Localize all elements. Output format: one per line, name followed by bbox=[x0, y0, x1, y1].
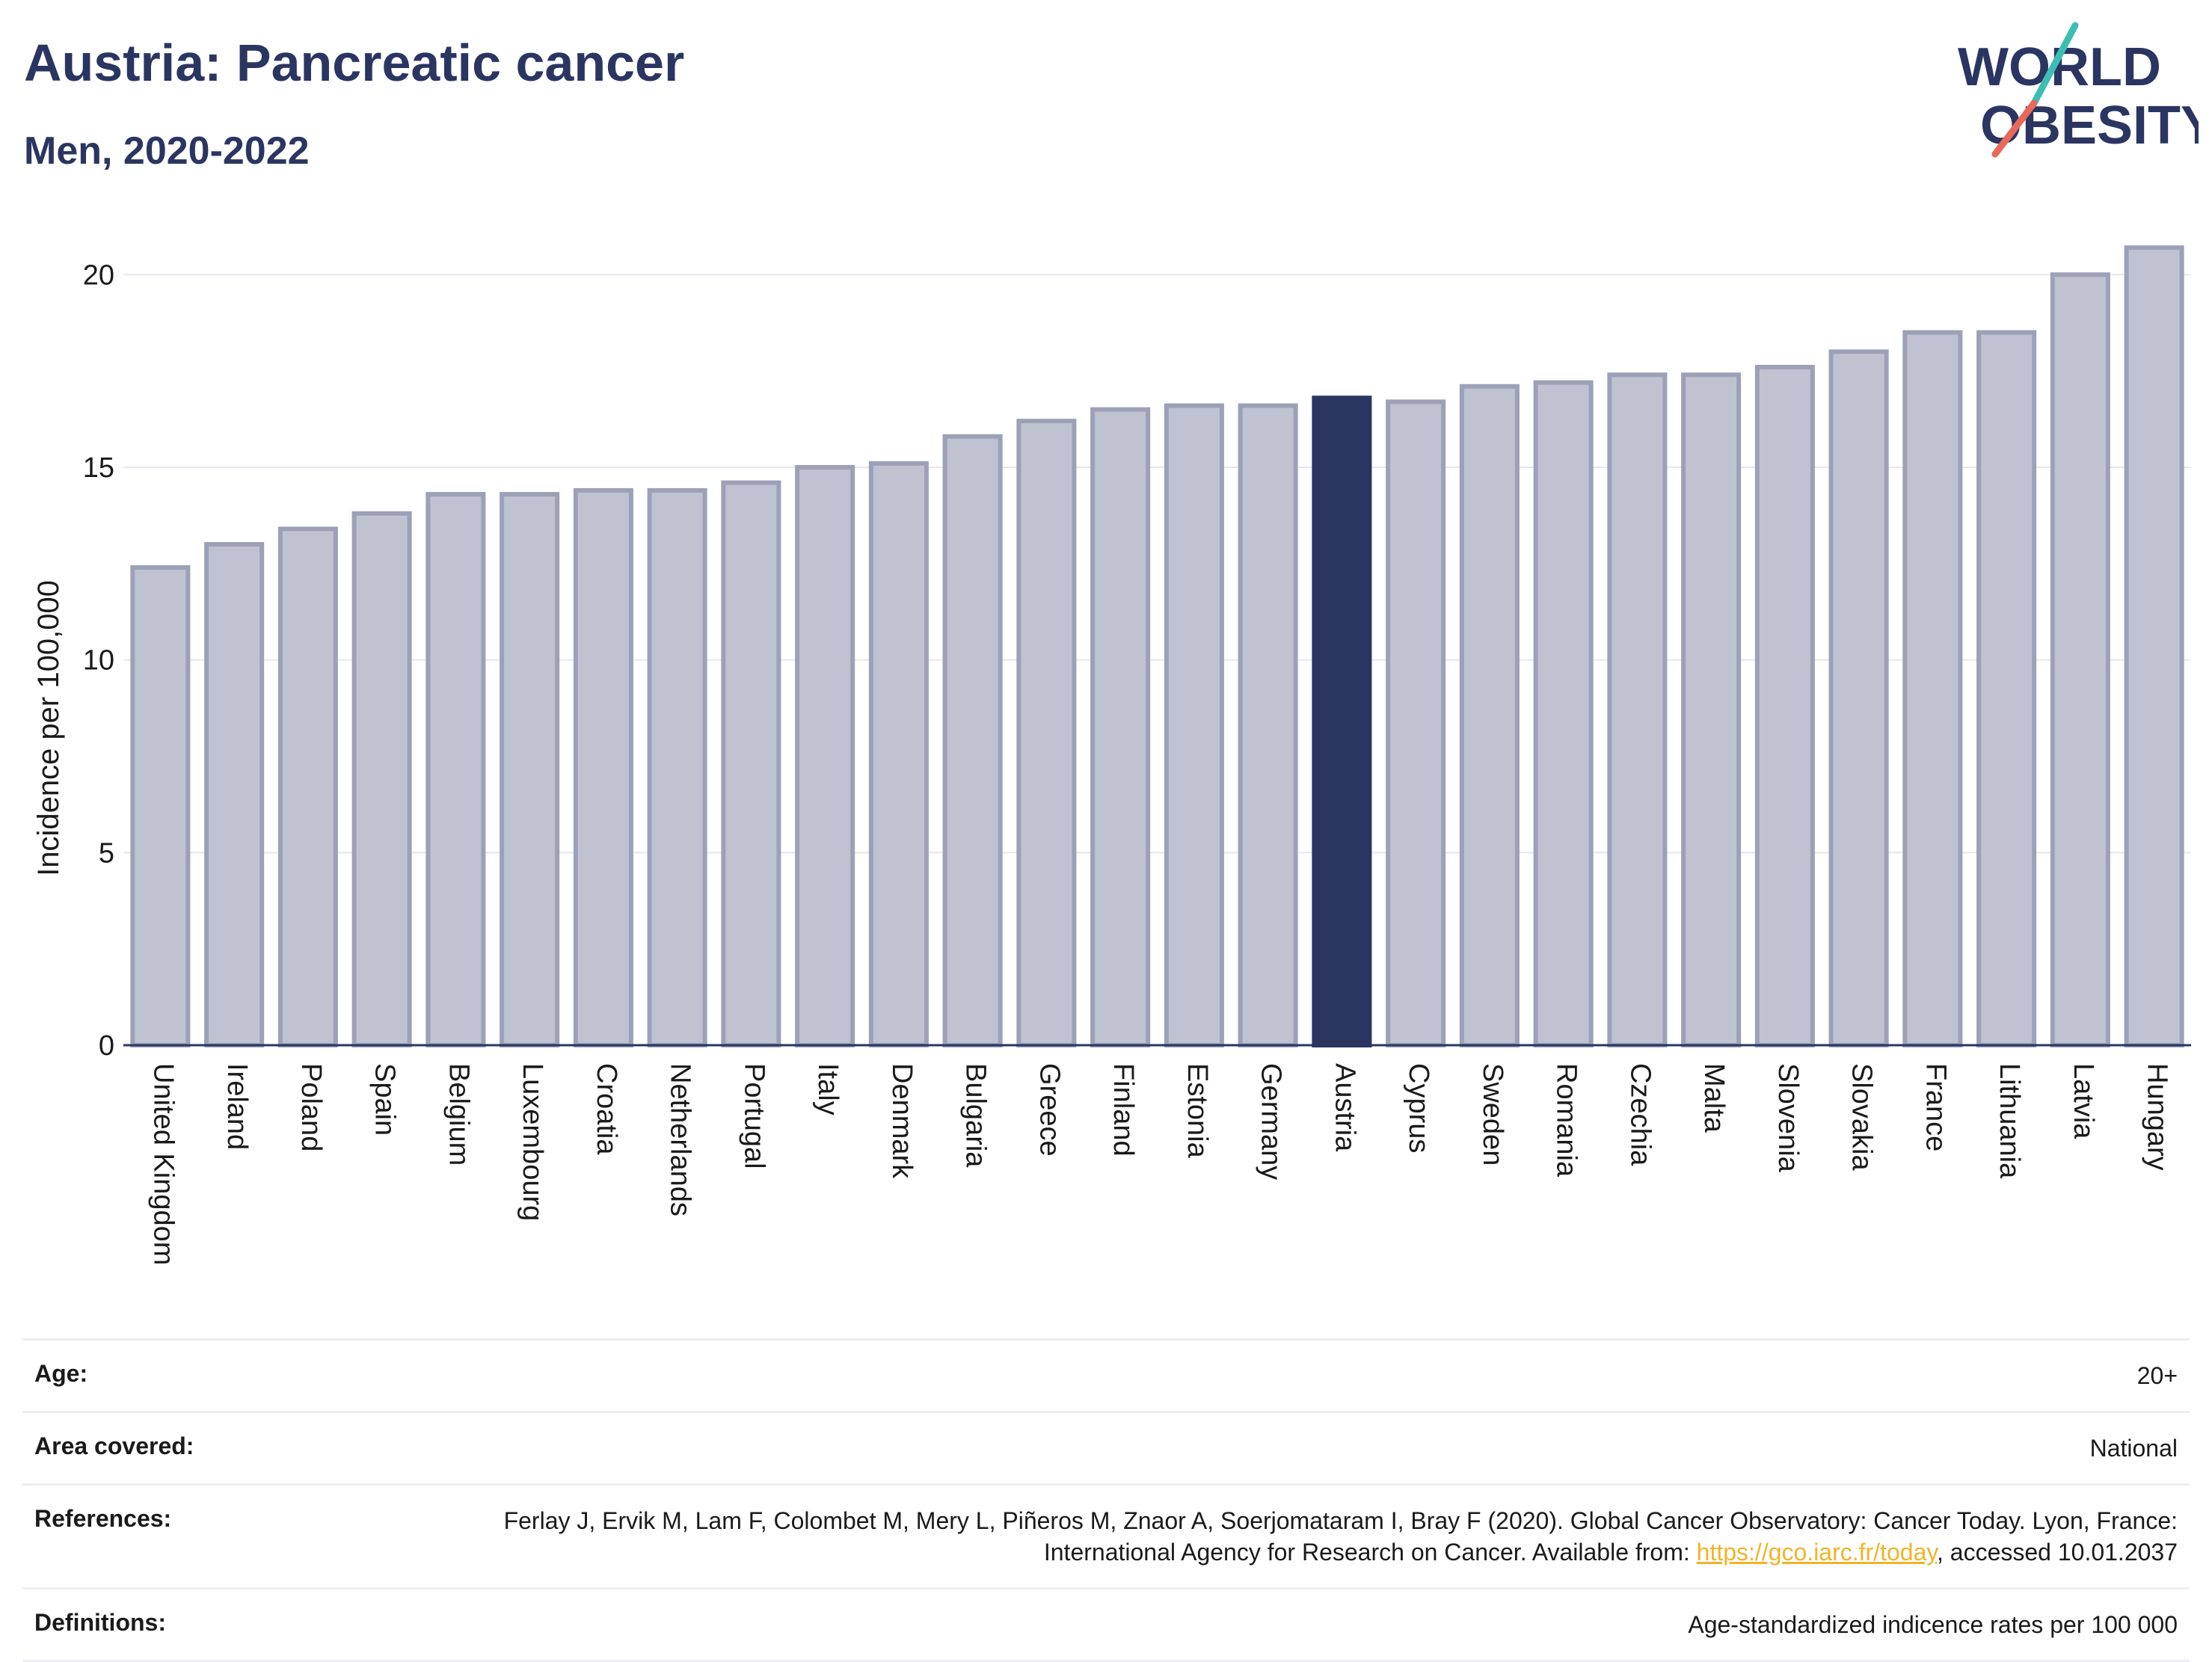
x-tick-label: Romania bbox=[1551, 1063, 1582, 1178]
x-tick-label: Slovenia bbox=[1772, 1063, 1804, 1173]
bar-denmark bbox=[868, 461, 929, 1047]
bar-slovenia bbox=[1754, 364, 1815, 1048]
area-label: Area covered: bbox=[34, 1432, 194, 1459]
y-tick-label: 5 bbox=[99, 837, 114, 869]
bar-italy bbox=[795, 464, 855, 1047]
x-tick-label: Finland bbox=[1107, 1063, 1139, 1157]
bar-france bbox=[1902, 330, 1963, 1047]
x-tick-label: Malta bbox=[1698, 1063, 1730, 1133]
bar-spain bbox=[351, 511, 412, 1047]
x-tick-label: Bulgaria bbox=[960, 1063, 992, 1168]
x-tick-label: Lithuania bbox=[1994, 1063, 2025, 1179]
x-tick-label: Luxembourg bbox=[517, 1063, 548, 1221]
metadata-table: Age: 20+ Area covered: National Referenc… bbox=[22, 1338, 2190, 1662]
x-tick-label: Spain bbox=[369, 1063, 401, 1136]
bar-malta bbox=[1681, 372, 1742, 1047]
meta-row-references: References: Ferlay J, Ervik M, Lam F, Co… bbox=[22, 1483, 2190, 1587]
bar-belgium bbox=[425, 492, 486, 1047]
bar-slovakia bbox=[1828, 349, 1889, 1048]
x-tick-label: Hungary bbox=[2142, 1063, 2173, 1171]
bar-hungary bbox=[2124, 245, 2184, 1047]
bar-netherlands bbox=[647, 487, 707, 1047]
x-tick-label: Sweden bbox=[1477, 1063, 1508, 1166]
bar-chart: 0 5 10 15 20 United Kingdom Ireland Poland Spai… bbox=[32, 245, 2191, 1265]
y-tick-label: 15 bbox=[83, 452, 114, 484]
references-suffix: , accessed 10.01.2037 bbox=[1936, 1539, 2178, 1566]
bar-ireland bbox=[204, 542, 265, 1047]
references-label: References: bbox=[34, 1505, 172, 1532]
age-value: 20+ bbox=[2136, 1362, 2178, 1389]
bar-croatia bbox=[573, 487, 633, 1047]
bar-finland bbox=[1090, 407, 1151, 1047]
bar-bulgaria bbox=[942, 434, 1003, 1047]
x-tick-label: Portugal bbox=[738, 1063, 769, 1169]
x-tick-label: Czechia bbox=[1624, 1063, 1656, 1166]
bar-germany bbox=[1238, 403, 1298, 1047]
bar-luxembourg bbox=[500, 492, 560, 1047]
definitions-value: Age-standardized indicence rates per 100… bbox=[1688, 1611, 2178, 1638]
bar-romania bbox=[1533, 380, 1594, 1048]
logo-word-1: WORLD bbox=[1958, 37, 2161, 97]
bar-lithuania bbox=[1976, 330, 2037, 1047]
bar-sweden bbox=[1459, 384, 1520, 1047]
x-tick-label: France bbox=[1920, 1063, 1951, 1151]
bar-austria bbox=[1312, 396, 1372, 1047]
x-tick-label: Latvia bbox=[2068, 1063, 2099, 1139]
references-value: Ferlay J, Ervik M, Lam F, Colombet M, Me… bbox=[420, 1505, 2178, 1568]
x-tick-label: Denmark bbox=[886, 1063, 918, 1179]
bars bbox=[130, 245, 2184, 1048]
x-tick-label: Netherlands bbox=[665, 1063, 696, 1216]
y-tick-label: 10 bbox=[83, 645, 114, 677]
x-tick-label: United Kingdom bbox=[147, 1063, 179, 1265]
area-value: National bbox=[2089, 1435, 2178, 1462]
x-tick-label: Cyprus bbox=[1403, 1063, 1434, 1153]
x-tick-label: Austria bbox=[1329, 1063, 1360, 1152]
world-obesity-logo: WORLD OBESITY bbox=[1958, 22, 2199, 158]
bar-czechia bbox=[1607, 372, 1668, 1047]
bar-estonia bbox=[1164, 403, 1224, 1047]
bar-portugal bbox=[721, 480, 781, 1047]
chart-subtitle: Men, 2020-2022 bbox=[24, 129, 310, 173]
x-tick-label: Ireland bbox=[221, 1063, 253, 1150]
y-axis-label: Incidence per 100,000 bbox=[32, 580, 65, 876]
x-tick-label: Slovakia bbox=[1846, 1063, 1878, 1171]
chart-title: Austria: Pancreatic cancer bbox=[24, 34, 685, 92]
bar-greece bbox=[1016, 419, 1077, 1047]
bar-united-kingdom bbox=[130, 564, 191, 1047]
references-link[interactable]: https://gco.iarc.fr/today bbox=[1696, 1539, 1937, 1566]
logo-teal-stroke bbox=[2030, 22, 2079, 107]
logo-coral-stroke bbox=[1991, 99, 2038, 158]
bar-cyprus bbox=[1386, 399, 1446, 1047]
x-tick-label: Greece bbox=[1033, 1063, 1065, 1157]
references-text: Ferlay J, Ervik M, Lam F, Colombet M, Me… bbox=[503, 1507, 2178, 1566]
bar-latvia bbox=[2050, 272, 2110, 1047]
y-tick-label: 0 bbox=[99, 1030, 114, 1062]
definitions-label: Definitions: bbox=[34, 1609, 166, 1636]
x-tick-label: Croatia bbox=[591, 1063, 622, 1155]
x-axis-ticks: United Kingdom Ireland Poland Spain Belgium L… bbox=[147, 1063, 2172, 1265]
x-tick-label: Belgium bbox=[443, 1063, 474, 1166]
x-tick-label: Italy bbox=[812, 1063, 844, 1115]
x-tick-label: Estonia bbox=[1182, 1063, 1213, 1159]
x-tick-label: Poland bbox=[295, 1063, 327, 1151]
bar-poland bbox=[277, 526, 338, 1047]
meta-row-area: Area covered: National bbox=[22, 1411, 2190, 1483]
y-tick-label: 20 bbox=[83, 259, 114, 291]
x-tick-label: Germany bbox=[1256, 1063, 1287, 1180]
age-label: Age: bbox=[34, 1360, 88, 1387]
meta-row-age: Age: 20+ bbox=[22, 1338, 2190, 1411]
meta-row-definitions: Definitions: Age-standardized indicence … bbox=[22, 1587, 2190, 1662]
y-axis-ticks: 0 5 10 15 20 bbox=[83, 259, 114, 1062]
